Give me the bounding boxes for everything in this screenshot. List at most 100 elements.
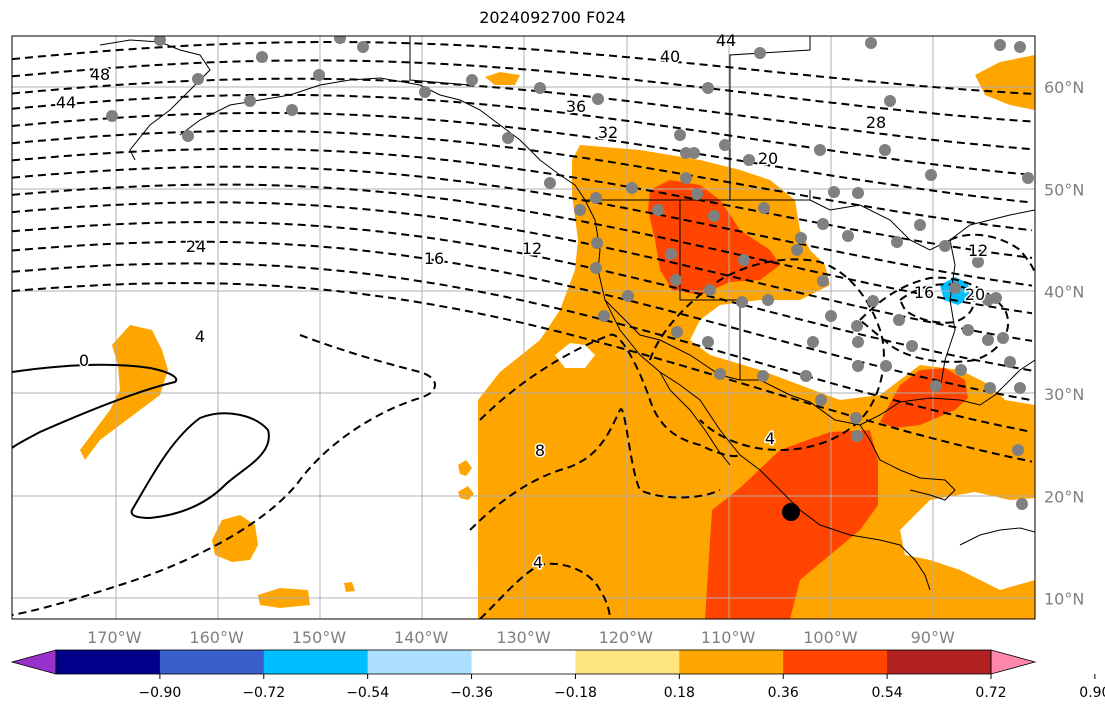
station-dot [757, 370, 769, 382]
station-dot [925, 169, 937, 181]
station-dot [574, 204, 586, 216]
lon-tick-label: 100°W [803, 628, 858, 647]
station-dot [534, 82, 546, 94]
station-dot [313, 69, 325, 81]
station-dot [334, 36, 346, 44]
station-dot [738, 254, 750, 266]
station-dot [939, 240, 951, 252]
station-dot [997, 332, 1009, 344]
colorbar-segment [263, 650, 369, 674]
station-dot [419, 86, 431, 98]
station-dot [671, 326, 683, 338]
station-dot [817, 218, 829, 230]
station-dot [754, 47, 766, 59]
contour-label: 40 [660, 47, 680, 66]
contour-label: 12 [968, 241, 988, 260]
lat-tick-label: 20°N [1044, 487, 1084, 506]
station-dot [1014, 41, 1026, 53]
station-dot [622, 290, 634, 302]
shading-hole-southwest [705, 308, 790, 365]
station-dot [955, 364, 967, 376]
shading-hole-gulf-california [555, 343, 595, 368]
station-dot [670, 274, 682, 286]
contour-label: 24 [186, 237, 206, 256]
station-dot [842, 230, 854, 242]
contour-label: 48 [90, 65, 110, 84]
colorbar-segment [367, 650, 473, 674]
station-dot [949, 282, 961, 294]
station-dot [851, 320, 863, 332]
dashed-contour [12, 129, 1033, 232]
lat-tick-label: 40°N [1044, 283, 1084, 302]
dashed-contour [649, 258, 885, 452]
station-dot [736, 296, 748, 308]
lon-tick-label: 140°W [394, 628, 449, 647]
contour-label: 36 [566, 97, 586, 116]
shading-orange-pacific-bits [258, 72, 520, 608]
station-dot [466, 74, 478, 86]
contour-label: 4 [195, 327, 205, 346]
dashed-contour [12, 111, 1033, 204]
dashed-contour [12, 262, 1033, 433]
shading-orange-main [478, 145, 1035, 619]
station-dot [704, 284, 716, 296]
station-dot [502, 132, 514, 144]
lon-tick-label: 150°W [292, 628, 347, 647]
station-dot [865, 37, 877, 49]
colorbar-segment [887, 650, 992, 674]
lon-tick-label: 90°W [911, 628, 955, 647]
station-dot [244, 95, 256, 107]
shading-orange-hawaii-south [212, 515, 258, 562]
contour-label: 20 [965, 285, 985, 304]
dashed-contour [12, 334, 436, 616]
colorbar-extend-high [990, 649, 1037, 675]
station-dot [1014, 382, 1026, 394]
map-frame [11, 35, 1036, 620]
dashed-contour [12, 147, 1033, 259]
station-dot [852, 187, 864, 199]
station-dot [691, 188, 703, 200]
station-dot [891, 236, 903, 248]
colorbar-tick-label: −0.90 [138, 685, 181, 701]
colorbar-tick-labels: −0.90 −0.72 −0.54 −0.36 −0.18 0.18 0.36 0.54 0.7… [138, 674, 1105, 701]
station-dot [1016, 498, 1028, 510]
station-dot [815, 394, 827, 406]
station-dot [592, 93, 604, 105]
lon-gridlines [115, 36, 934, 619]
station-dot [702, 82, 714, 94]
lat-tick-label: 10°N [1044, 590, 1084, 609]
contour-label: 28 [866, 113, 886, 132]
station-dot [852, 360, 864, 372]
station-dot [1022, 172, 1034, 184]
contour-label: 44 [56, 93, 76, 112]
station-dot [665, 248, 677, 260]
dashed-contour [12, 165, 1033, 287]
station-dot [962, 324, 974, 336]
lon-tick-label: 130°W [496, 628, 551, 647]
colorbar-tick-label: 0.90 [1079, 685, 1105, 701]
lon-tick-label: 110°W [701, 628, 756, 647]
dashed-contour [12, 201, 1033, 342]
lat-tick-label: 30°N [1044, 385, 1084, 404]
dashed-contour [12, 59, 1033, 123]
station-dot [590, 192, 602, 204]
station-dot [652, 204, 664, 216]
colorbar [10, 649, 1037, 675]
dashed-contour [479, 333, 741, 458]
station-dot [851, 430, 863, 442]
dashed-contour [12, 282, 1033, 463]
station-dot [154, 36, 166, 46]
station-dot [879, 144, 891, 156]
station-dot [984, 382, 996, 394]
dashed-contour [12, 77, 1033, 151]
contour-label: 0 [79, 351, 89, 370]
colorbar-extend-low [10, 649, 57, 675]
colorbar-tick-label: −0.54 [346, 685, 389, 701]
station-dot [990, 292, 1002, 304]
map-area [12, 36, 1035, 619]
station-dot [743, 154, 755, 166]
station-dot [357, 41, 369, 53]
station-dot [930, 380, 942, 392]
